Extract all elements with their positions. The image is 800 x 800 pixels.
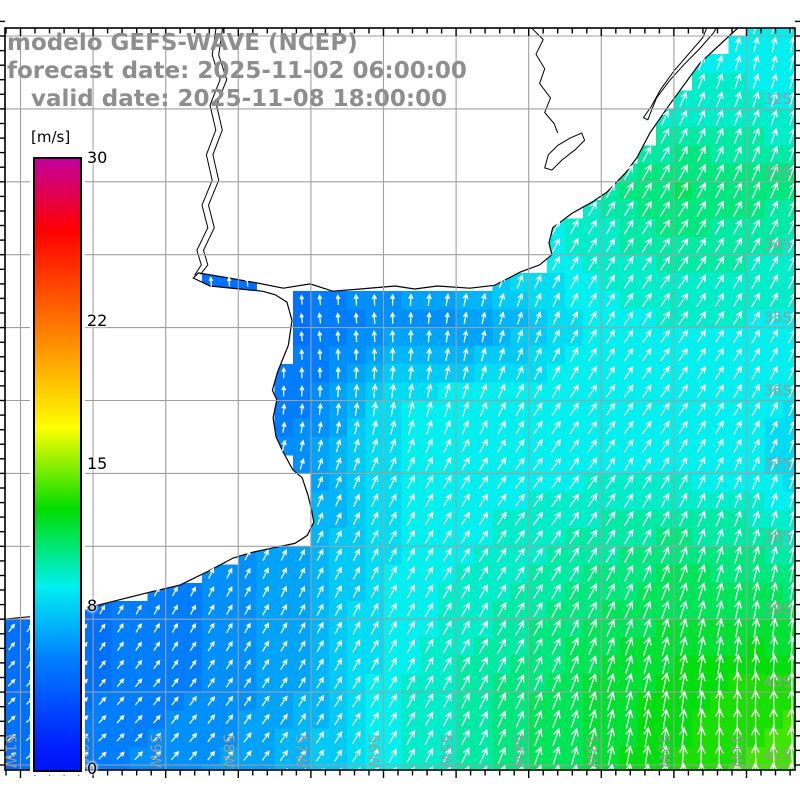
svg-text:40S: 40S — [763, 673, 792, 691]
svg-text:55W: 55W — [437, 734, 455, 768]
colorbar-tick-0: 0 — [87, 759, 98, 778]
svg-text:34S: 34S — [763, 236, 792, 254]
svg-text:51W: 51W — [728, 734, 746, 768]
svg-text:37S: 37S — [763, 454, 792, 472]
colorbar-tick-30: 30 — [87, 148, 108, 167]
svg-text:35S: 35S — [763, 309, 792, 327]
colorbar-gradient — [33, 157, 82, 772]
colorbar-unit-label: [m/s] — [31, 128, 71, 146]
colorbar-tick-15: 15 — [87, 454, 108, 473]
svg-text:54W: 54W — [510, 734, 528, 768]
svg-text:59W: 59W — [147, 734, 165, 768]
svg-text:41S: 41S — [763, 746, 792, 764]
colorbar-tick-8: 8 — [87, 596, 98, 615]
svg-text:38S: 38S — [763, 527, 792, 545]
svg-text:32S: 32S — [763, 90, 792, 108]
svg-text:52W: 52W — [655, 734, 673, 768]
svg-text:53W: 53W — [582, 734, 600, 768]
colorbar-tick-22: 22 — [87, 311, 108, 330]
svg-text:58W: 58W — [219, 734, 237, 768]
svg-text:39S: 39S — [763, 600, 792, 618]
svg-text:56W: 56W — [365, 734, 383, 768]
svg-text:57W: 57W — [292, 734, 310, 768]
svg-text:36S: 36S — [763, 382, 792, 400]
svg-text:61W: 61W — [2, 734, 20, 768]
svg-text:33S: 33S — [763, 163, 792, 181]
